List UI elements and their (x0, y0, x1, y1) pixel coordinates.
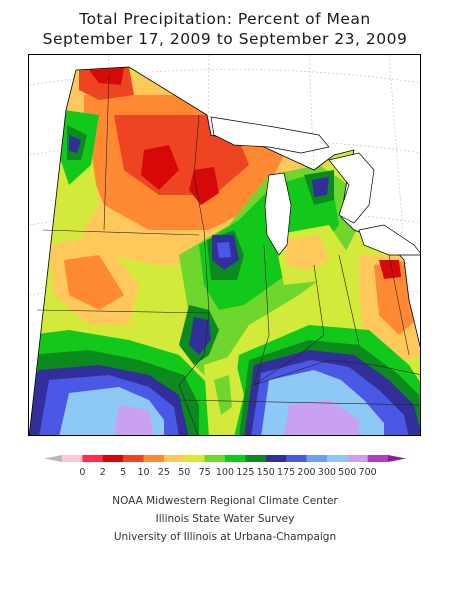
map-frame (28, 54, 421, 436)
precipitation-map (29, 55, 420, 435)
legend-label: 125 (236, 467, 254, 478)
legend-label: 300 (318, 467, 336, 478)
legend-label: 100 (216, 467, 234, 478)
map-title: Total Precipitation: Percent of Mean (79, 10, 371, 28)
legend-swatch (62, 455, 83, 462)
legend-swatch (163, 455, 185, 462)
legend-label: 75 (199, 467, 211, 478)
precipitation-fill (29, 67, 420, 435)
legend-label: 700 (359, 467, 377, 478)
legend-label: 200 (297, 467, 315, 478)
legend-label: 2 (100, 467, 106, 478)
legend-label: 150 (257, 467, 275, 478)
legend-swatch (265, 455, 287, 462)
legend-swatch (347, 455, 368, 462)
map-subtitle-date-range: September 17, 2009 to September 23, 2009 (42, 30, 408, 48)
legend-swatch (123, 455, 144, 462)
legend-label: 5 (120, 467, 126, 478)
credit-isws: Illinois State Water Survey (155, 513, 295, 525)
legend-swatch (143, 455, 165, 462)
legend-label: 0 (79, 467, 85, 478)
legend-swatch (367, 455, 389, 462)
legend-label: 500 (338, 467, 356, 478)
credit-noaa: NOAA Midwestern Regional Climate Center (112, 495, 338, 507)
legend-labels: 0 2 5 10 25 50 75 100 125 150 175 200 300 500 700 (79, 467, 376, 478)
legend-swatch (326, 455, 348, 462)
legend-swatch (184, 455, 205, 462)
legend-swatch (306, 455, 328, 462)
legend-label: 175 (277, 467, 295, 478)
precipitation-legend: 0 2 5 10 25 50 75 100 125 150 175 200 300 500 700 (44, 455, 406, 478)
legend-swatch (82, 455, 104, 462)
legend-arrow-high (388, 455, 406, 462)
legend-swatch (102, 455, 124, 462)
legend-swatch (245, 455, 267, 462)
legend-label: 10 (137, 467, 149, 478)
legend-arrow-low (44, 455, 62, 462)
great-lakes (210, 116, 420, 256)
legend-swatch (225, 455, 246, 462)
legend-label: 50 (178, 467, 190, 478)
legend-swatch (204, 455, 226, 462)
legend-swatches (44, 455, 406, 462)
state-boundaries (36, 74, 420, 435)
legend-swatch (286, 455, 307, 462)
legend-label: 25 (158, 467, 170, 478)
credit-uiuc: University of Illinois at Urbana-Champai… (113, 531, 337, 543)
